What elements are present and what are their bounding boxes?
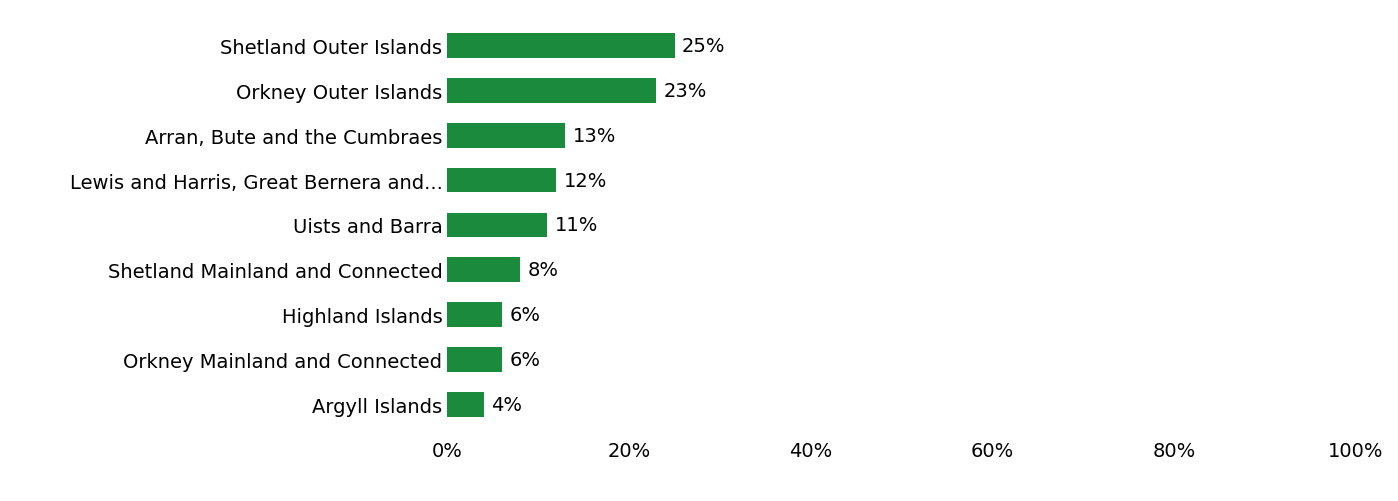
Bar xyxy=(447,79,657,104)
Bar xyxy=(447,347,502,372)
Text: 8%: 8% xyxy=(527,261,558,280)
Text: 13%: 13% xyxy=(573,126,617,145)
Bar xyxy=(447,168,556,193)
Text: 25%: 25% xyxy=(682,37,726,56)
Bar xyxy=(447,34,674,59)
Text: 12%: 12% xyxy=(563,171,607,190)
Text: 6%: 6% xyxy=(509,350,540,369)
Bar xyxy=(447,213,548,238)
Bar xyxy=(447,392,484,417)
Text: 4%: 4% xyxy=(491,395,521,414)
Bar xyxy=(447,303,502,327)
Bar xyxy=(447,258,520,283)
Text: 6%: 6% xyxy=(509,306,540,325)
Bar xyxy=(447,124,565,148)
Text: 23%: 23% xyxy=(664,82,707,101)
Text: 11%: 11% xyxy=(555,216,598,235)
